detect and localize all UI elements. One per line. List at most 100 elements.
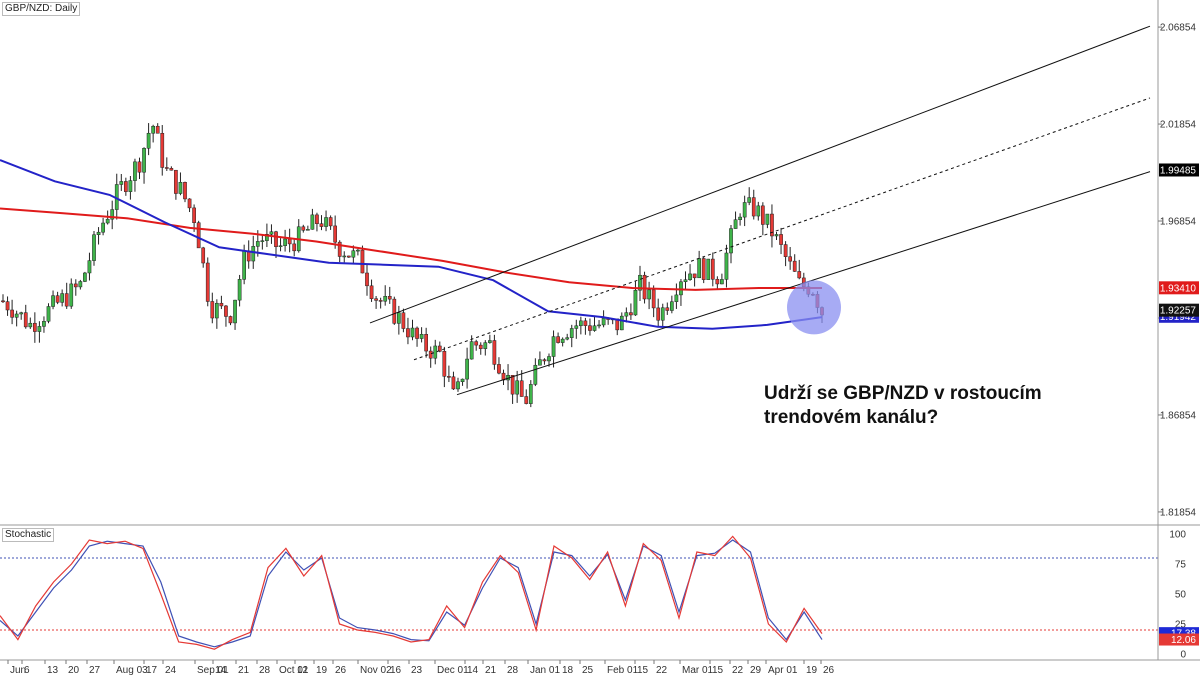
candle-body: [679, 281, 683, 296]
candle-body: [387, 296, 392, 300]
candle-body: [761, 205, 765, 225]
candle-body: [442, 351, 447, 377]
candle-body: [69, 283, 74, 307]
candle-body: [588, 325, 592, 331]
candle-body: [574, 325, 579, 329]
candle-body: [337, 241, 342, 257]
candle-body: [710, 258, 715, 280]
annotation-line-1: Udrží se GBP/NZD v rostoucím: [764, 383, 1042, 404]
candle-body: [706, 258, 711, 280]
stochastic-tick-label: 25: [1175, 620, 1187, 631]
candle-body: [519, 380, 524, 397]
candle-body: [619, 315, 624, 331]
candle-body: [151, 125, 156, 134]
candle-body: [237, 279, 242, 301]
candle-body: [456, 381, 460, 390]
x-tick-label: 14: [215, 665, 227, 675]
candle-body: [124, 181, 128, 192]
candle-body: [73, 283, 78, 288]
channel-top-price-tag-bg: [1159, 163, 1199, 177]
chart-annotation: Udrží se GBP/NZD v rostoucím trendovém k…: [764, 382, 1042, 430]
current-price-tag: 1.92257: [1160, 306, 1197, 317]
x-tick-label: 22: [732, 665, 744, 675]
candle-body: [356, 249, 360, 252]
candle-body: [196, 222, 201, 249]
candle-body: [14, 313, 19, 318]
candle-body: [406, 328, 410, 338]
candle-body: [292, 243, 297, 252]
candle-body: [797, 271, 802, 279]
candle-body: [46, 306, 51, 322]
candle-body: [155, 125, 160, 134]
candle-body: [547, 356, 551, 362]
candle-body: [770, 213, 774, 237]
candle-body: [278, 245, 283, 247]
candle-body: [78, 281, 83, 288]
candle-body: [651, 289, 656, 309]
x-tick-label: 21: [238, 665, 250, 675]
x-tick-label: 28: [507, 665, 519, 675]
candle-body: [274, 231, 278, 247]
x-tick-label: Sep 01: [197, 665, 229, 675]
candle-body: [60, 293, 64, 303]
x-tick-label: Feb 01: [607, 665, 639, 675]
candle-body: [342, 255, 347, 258]
candle-body: [478, 344, 483, 349]
candle-body: [528, 384, 533, 404]
x-tick-label: 19: [316, 665, 328, 675]
candle-body: [665, 307, 670, 311]
candle-body: [310, 214, 315, 230]
x-tick-label: Aug 03: [116, 665, 148, 675]
x-tick-label: Dec 01: [437, 665, 469, 675]
candle-body: [583, 320, 588, 326]
candle-body: [228, 316, 233, 324]
candle-body: [433, 345, 438, 359]
candle-body: [497, 364, 501, 374]
candle-body: [542, 359, 547, 362]
candle-body: [301, 226, 306, 231]
ma-fast-line: [0, 159, 823, 330]
candle-body: [110, 209, 115, 220]
candle-body: [674, 294, 679, 302]
candle-body: [524, 396, 529, 404]
candle-body: [37, 326, 42, 332]
stochastic-tick-label: 50: [1175, 590, 1187, 601]
candle-body: [670, 301, 674, 311]
candle-body: [556, 336, 560, 343]
candle-body: [792, 260, 797, 272]
channel-upper-line: [369, 25, 1151, 324]
candle-body: [460, 378, 465, 383]
support-highlight: [787, 280, 841, 335]
candle-body: [169, 168, 174, 171]
candle-body: [178, 182, 183, 194]
candle-body: [374, 298, 378, 301]
candle-body: [647, 289, 651, 300]
x-tick-label: 25: [582, 665, 594, 675]
candle-body: [551, 336, 556, 357]
x-tick-label: Apr 01: [768, 665, 798, 675]
candle-body: [779, 234, 783, 245]
candle-body: [233, 299, 237, 324]
candle-body: [733, 219, 738, 229]
ma-slow-price-tag: 1.93410: [1160, 283, 1197, 294]
candle-body: [788, 256, 792, 262]
candle-body: [83, 272, 87, 282]
candle-body: [5, 301, 10, 311]
moving-averages: [0, 159, 823, 330]
candle-body: [306, 229, 310, 231]
candlestick-series: [1, 123, 824, 408]
candle-body: [565, 337, 570, 340]
candle-body: [319, 223, 324, 227]
y-tick-label: 2.06854: [1160, 23, 1197, 34]
candle-body: [324, 217, 328, 227]
stochastic-value-tag-bg: [1159, 633, 1199, 646]
candle-body: [210, 301, 215, 319]
candle-body: [33, 322, 37, 332]
candle-body: [19, 312, 24, 315]
candle-body: [242, 250, 247, 280]
candle-body: [515, 380, 519, 395]
x-tick-label: 13: [47, 665, 59, 675]
candle-body: [119, 181, 124, 185]
candle-body: [692, 273, 697, 279]
candle-body: [397, 312, 401, 324]
